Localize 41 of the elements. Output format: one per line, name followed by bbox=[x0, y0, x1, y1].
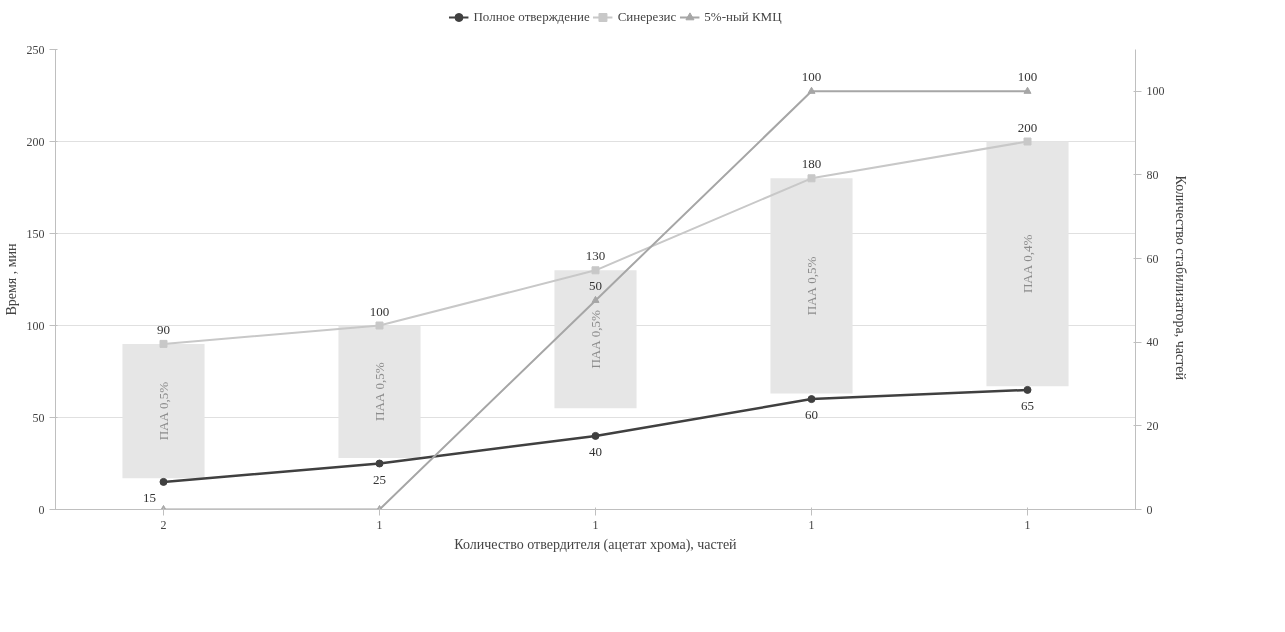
data-label: ПАА 0,5% bbox=[372, 362, 387, 421]
data-label: ПАА 0,5% bbox=[588, 309, 603, 369]
y-tick-label: 50 bbox=[32, 410, 45, 425]
data-label: ПАА 0,4% bbox=[1020, 234, 1035, 294]
y-axis-title: Время , мин bbox=[3, 242, 19, 316]
x-tick-label: 1 bbox=[592, 517, 599, 532]
y2-tick-label: 40 bbox=[1146, 335, 1159, 350]
data-label: 90 bbox=[157, 321, 170, 337]
y-tick-label: 150 bbox=[26, 226, 45, 241]
x-tick-label: 1 bbox=[808, 517, 815, 532]
y-tick-label: 250 bbox=[26, 42, 45, 57]
data-label: ПАА 0,5% bbox=[804, 256, 819, 316]
data-label: 65 bbox=[1021, 397, 1034, 413]
data-label: 180 bbox=[801, 156, 822, 172]
x-tick-label: 1 bbox=[376, 517, 383, 532]
x-tick-label: 1 bbox=[1024, 517, 1031, 532]
legend-label: 5%-ный КМЦ bbox=[704, 9, 782, 25]
data-label: 15 bbox=[143, 489, 156, 505]
data-label: 100 bbox=[369, 303, 390, 319]
legend-label: Полное отверждение bbox=[473, 9, 590, 25]
y2-tick-label: 100 bbox=[1146, 84, 1165, 99]
data-label: ПАА 0,5% bbox=[156, 381, 171, 441]
y2-axis-title: Количество стабилизатора, частей bbox=[1172, 175, 1188, 381]
y-tick-label: 100 bbox=[26, 318, 45, 333]
data-label: 50 bbox=[589, 278, 602, 294]
y2-tick-label: 60 bbox=[1146, 251, 1159, 266]
x-axis-title: Количество отвердителя (ацетат хрома), частей bbox=[454, 536, 738, 553]
data-label: 40 bbox=[589, 443, 602, 459]
data-label: 25 bbox=[373, 471, 386, 487]
y2-tick-label: 80 bbox=[1146, 167, 1159, 182]
y-tick-label: 200 bbox=[26, 134, 45, 149]
y-tick-label: 0 bbox=[38, 502, 45, 517]
legend-label: Синерезис bbox=[617, 9, 677, 25]
y2-tick-label: 0 bbox=[1146, 502, 1153, 517]
data-label: 200 bbox=[1017, 119, 1038, 135]
x-tick-label: 2 bbox=[160, 517, 167, 532]
data-label: 100 bbox=[1017, 69, 1038, 85]
data-label: 100 bbox=[801, 69, 822, 85]
y2-tick-label: 20 bbox=[1146, 418, 1159, 433]
data-label: 130 bbox=[585, 248, 606, 264]
data-label: 60 bbox=[805, 407, 818, 423]
